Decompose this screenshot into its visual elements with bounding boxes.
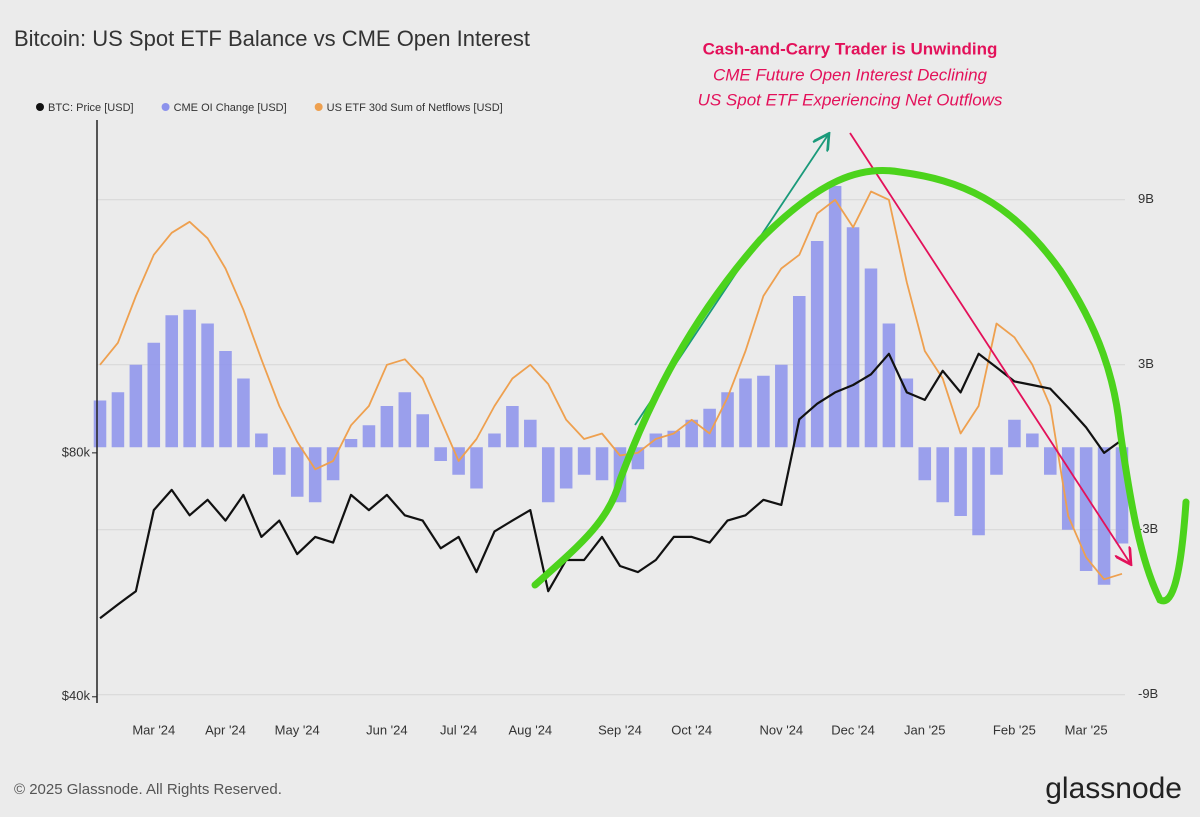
y2-tick-label: -9B [1138, 686, 1158, 701]
x-tick-label: Jan '25 [904, 722, 946, 737]
bar [757, 375, 770, 448]
x-tick-label: May '24 [275, 722, 320, 737]
bar [936, 447, 949, 503]
bar [541, 447, 555, 503]
overlay [531, 132, 1190, 605]
bar [1008, 419, 1021, 448]
bar [649, 433, 663, 448]
annotation: Cash-and-Carry Trader is Unwinding [703, 39, 998, 58]
bar [559, 447, 573, 489]
y2-tick-label: 9B [1138, 191, 1154, 206]
x-tick-label: Mar '24 [132, 722, 175, 737]
x-tick-label: Sep '24 [598, 722, 642, 737]
bar [398, 392, 412, 448]
legend-marker [161, 103, 170, 111]
bar [344, 439, 358, 448]
bar [864, 268, 878, 448]
bar [147, 342, 161, 448]
bar [775, 364, 788, 448]
bar [685, 419, 698, 448]
hand-drawn-curve [531, 166, 1190, 605]
x-tick-label: Jul '24 [440, 722, 477, 737]
bar [739, 378, 752, 448]
bar [954, 447, 967, 516]
bar [470, 447, 483, 489]
copyright: © 2025 Glassnode. All Rights Reserved. [14, 781, 282, 798]
annotation: CME Future Open Interest Declining [713, 65, 988, 84]
plot-area: $40k $80k -9B -3B 3B 9B Mar '24 Apr '24 May '24 J… [62, 186, 1158, 737]
legend-label: CME OI Change [USD] [174, 102, 287, 114]
legend-label: US ETF 30d Sum of Netflows [USD] [327, 102, 503, 114]
bar [183, 309, 196, 448]
bar [273, 447, 286, 475]
chart-title: Bitcoin: US Spot ETF Balance vs CME Open… [14, 26, 530, 51]
bar [380, 406, 394, 448]
x-tick-label: Apr '24 [205, 722, 246, 737]
bar [255, 433, 268, 448]
bar [290, 447, 304, 497]
legend-marker [36, 103, 44, 111]
line [99, 190, 1123, 581]
x-tick-label: Dec '24 [831, 722, 875, 737]
bar [792, 296, 806, 448]
bar [129, 364, 143, 448]
bar [237, 378, 250, 448]
bar [165, 315, 178, 448]
bar [1079, 447, 1093, 571]
bar [308, 447, 322, 503]
bar [900, 378, 914, 448]
bar [111, 392, 125, 448]
y-tick-label: $40k [62, 688, 91, 703]
bar [362, 425, 376, 448]
bar [1061, 447, 1075, 530]
bar [1097, 447, 1111, 585]
x-tick-label: Oct '24 [671, 722, 712, 737]
bar [506, 406, 519, 448]
bar [524, 419, 537, 448]
bar [972, 447, 985, 536]
bar [918, 447, 932, 481]
y2-tick-label: -3B [1138, 521, 1158, 536]
bar [882, 323, 896, 448]
bar [577, 447, 591, 475]
legend-label: BTC: Price [USD] [48, 102, 134, 114]
bar [703, 408, 716, 448]
x-tick-label: Feb '25 [993, 722, 1036, 737]
x-tick-label: Nov '24 [759, 722, 803, 737]
bar [721, 392, 734, 448]
bar [1044, 447, 1057, 475]
bar [488, 433, 501, 448]
line [99, 352, 1123, 620]
bar [219, 351, 232, 448]
bar [434, 447, 447, 461]
bar [810, 241, 824, 448]
x-tick-label: Mar '25 [1065, 722, 1108, 737]
brand: glassnode [1045, 772, 1182, 805]
bar [201, 323, 214, 448]
bar [93, 400, 107, 448]
y-tick-label: $80k [62, 444, 91, 459]
bar [828, 186, 842, 448]
legend-marker [314, 103, 323, 111]
x-tick-label: Jun '24 [366, 722, 408, 737]
bar [990, 447, 1003, 475]
annotation: US Spot ETF Experiencing Net Outflows [698, 90, 1003, 109]
trend-arrow [849, 132, 1130, 563]
bar [846, 227, 860, 448]
bar [416, 414, 430, 448]
bar [595, 447, 609, 481]
bar [1026, 433, 1039, 448]
y2-tick-label: 3B [1138, 356, 1154, 371]
x-tick-label: Aug '24 [508, 722, 552, 737]
